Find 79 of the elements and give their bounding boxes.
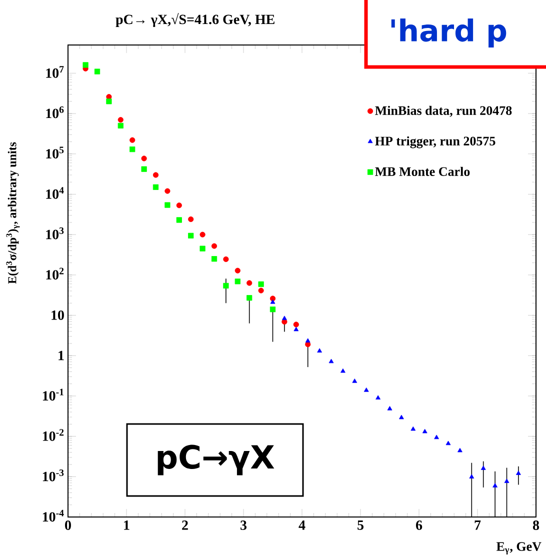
point — [152, 172, 159, 178]
point — [270, 296, 276, 302]
point — [340, 368, 346, 373]
point — [328, 358, 334, 364]
y-tick-label: 10 — [52, 310, 64, 320]
point — [480, 466, 486, 470]
point — [270, 299, 276, 304]
x-tick-label: 2 — [182, 520, 188, 530]
point — [258, 281, 264, 287]
x-tick-label: 1 — [124, 520, 130, 530]
point — [492, 483, 498, 488]
annotation: pC→γX — [158, 444, 274, 476]
x-tick-label: 0 — [65, 520, 71, 530]
y-tick-label: 1 — [58, 350, 64, 360]
chart-title: pC→ γX,√S=41.6 GeV, HE — [116, 12, 274, 28]
point — [106, 98, 112, 104]
y-tick-label: 10$^{6}$ — [46, 106, 64, 118]
legend-label: MinBias data, run 20478 — [375, 106, 512, 117]
point — [317, 348, 322, 353]
x-axis-title: E$_{γ}$, GeV — [496, 542, 542, 554]
point — [164, 202, 170, 208]
point — [399, 414, 404, 420]
y-tick-label: 10$^{-2}$ — [42, 429, 64, 441]
point — [234, 268, 240, 274]
point — [176, 217, 182, 223]
point — [422, 428, 428, 434]
point — [118, 116, 124, 123]
point — [141, 166, 147, 172]
y-tick-label: 10$^{-1}$ — [42, 388, 64, 401]
point — [152, 184, 159, 190]
point — [234, 278, 240, 284]
point — [118, 122, 124, 128]
x-tick-label: 7 — [474, 520, 481, 530]
point — [469, 474, 474, 479]
y-tick-label: 10$^{4}$ — [46, 187, 64, 199]
point — [211, 243, 218, 249]
point — [164, 188, 170, 194]
point — [410, 426, 416, 431]
point — [504, 478, 510, 483]
y-tick-label: 10$^{5}$ — [46, 146, 64, 159]
y-tick-label: 10$^{-4}$ — [42, 510, 64, 522]
x-tick-label: 3 — [240, 520, 247, 530]
point — [130, 137, 136, 143]
y-tick-label: 10$^{3}$ — [46, 227, 64, 240]
point — [223, 256, 229, 262]
point — [246, 280, 252, 286]
point — [82, 62, 88, 68]
point — [376, 395, 381, 400]
point — [130, 146, 136, 152]
legend-label: HP trigger, run 20575 — [375, 136, 496, 148]
point — [258, 288, 264, 294]
point — [211, 256, 218, 262]
point — [246, 295, 252, 301]
y-tick-label: 10$^{-3}$ — [42, 469, 64, 482]
point — [294, 326, 299, 332]
legend-label: MB Monte Carlo — [375, 166, 470, 176]
point — [200, 232, 206, 238]
x-tick-label: 6 — [416, 520, 422, 530]
y-axis-title: E(d$^{3}$σ/dp$^{3}$)$_{γ}$, arbitrary units — [6, 142, 20, 284]
point — [458, 448, 462, 452]
x-tick-label: 4 — [298, 520, 306, 530]
y-tick-label: 10$^{2}$ — [46, 268, 64, 280]
point — [305, 342, 311, 348]
point — [176, 202, 182, 208]
y-tick-label: 10$^{7}$ — [46, 66, 64, 78]
point — [516, 470, 521, 475]
x-tick-label: 8 — [532, 520, 540, 530]
point — [223, 282, 229, 289]
point — [200, 246, 206, 252]
point — [293, 322, 299, 328]
annotation: 'hard p — [391, 18, 506, 48]
point — [434, 434, 440, 440]
point — [188, 232, 194, 238]
point — [141, 156, 147, 162]
point — [188, 216, 194, 222]
x-tick-label: 5 — [358, 520, 364, 530]
point — [446, 440, 451, 446]
point — [94, 68, 100, 74]
point — [270, 306, 276, 312]
